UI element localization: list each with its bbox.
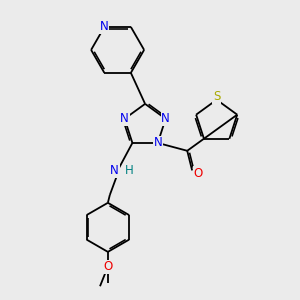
Text: O: O [194,167,203,180]
Text: N: N [161,112,170,125]
Text: N: N [110,164,119,177]
Text: N: N [120,112,129,125]
Text: N: N [100,20,109,33]
Text: H: H [125,164,134,177]
Text: N: N [153,136,162,149]
Text: S: S [213,90,220,103]
Text: O: O [103,260,112,273]
